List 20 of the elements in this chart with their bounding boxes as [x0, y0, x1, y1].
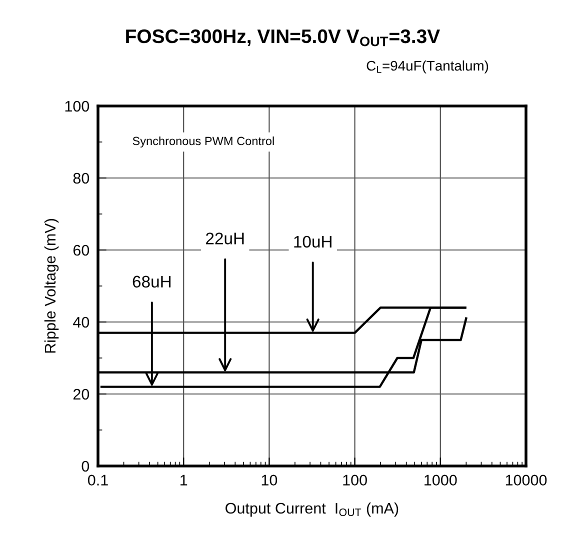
y-tick-label: 40 [73, 316, 90, 328]
chart-subtitle: C$_{L}$=94uF(Tantalum) [366, 60, 488, 74]
text: 10uH [294, 236, 332, 248]
x-tick-label: 10 [262, 474, 278, 486]
annotation: Synchronous PWM Control [132, 136, 274, 148]
y-tick-label: 100 [65, 100, 90, 112]
x-tick-label: 100 [343, 474, 367, 486]
x-tick-label: 0.1 [88, 474, 108, 486]
y-tick-label: 60 [73, 244, 90, 256]
x-axis-title: Output Current I$_{OUT}$ (mA) [226, 502, 398, 517]
y-tick-label: 80 [73, 172, 90, 184]
y-axis-title: Ripple Voltage (mV) [44, 219, 59, 353]
y-tick-label: 0 [82, 460, 90, 472]
y-tick-label: 20 [73, 388, 90, 400]
text: 22uH [206, 232, 244, 244]
x-tick-label: 1 [180, 474, 188, 486]
chart-title: FOSC=300Hz, VIN=5.0V V$_{OUT}$=3.3V [126, 29, 440, 46]
x-tick-label: 1000 [424, 474, 457, 486]
text: 68uH [132, 276, 170, 288]
x-tick-label: 10000 [506, 474, 547, 486]
